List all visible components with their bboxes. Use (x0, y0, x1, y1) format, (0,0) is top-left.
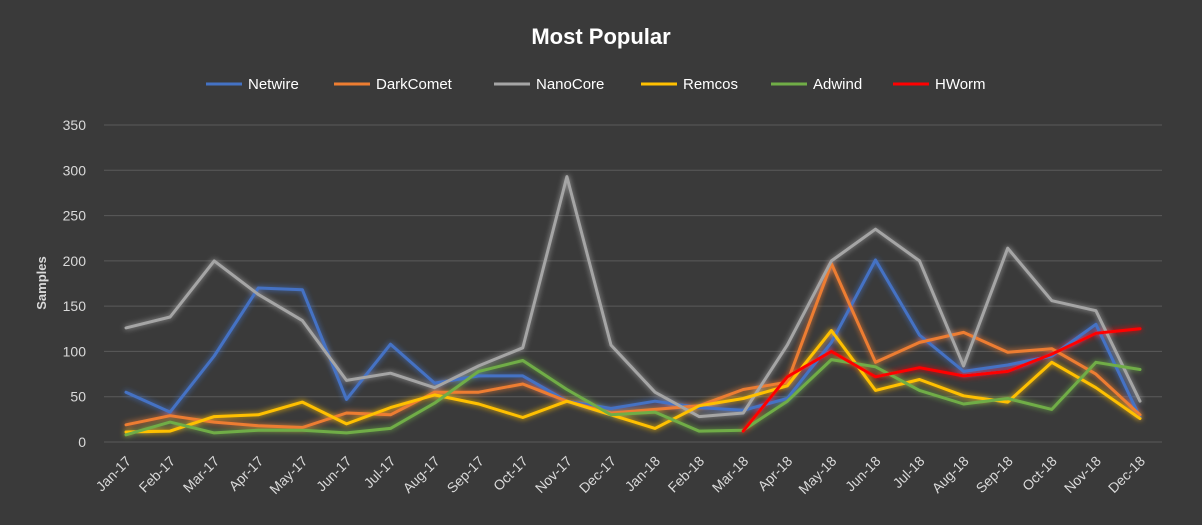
x-tick-label: Oct-17 (490, 453, 531, 494)
y-axis-ticks: 0 50 100 150 200 250 300 350 (63, 117, 87, 450)
x-tick-label: May-17 (266, 453, 310, 497)
x-tick-label: May-18 (795, 453, 839, 497)
x-tick-label: Jul-17 (360, 453, 398, 491)
y-tick-label: 250 (63, 208, 87, 224)
series-line-netwire (124, 258, 1142, 419)
series-line-nanocore (124, 175, 1142, 419)
y-axis-title: Samples (34, 256, 49, 309)
x-tick-label: Jul-18 (889, 453, 927, 491)
y-tick-label: 0 (78, 434, 86, 450)
x-tick-label: Dec-17 (576, 453, 619, 496)
legend-label-adwind: Adwind (813, 76, 862, 93)
legend-label-darkcomet: DarkComet (376, 76, 453, 93)
x-tick-label: Jun-17 (313, 453, 355, 495)
legend-label-hworm: HWorm (935, 76, 986, 93)
legend-label-remcos: Remcos (683, 76, 738, 93)
series-line-remcos (124, 329, 1142, 434)
x-tick-label: Aug-17 (400, 453, 443, 496)
x-tick-label: Mar-18 (709, 453, 752, 496)
legend-label-nanocore: NanoCore (536, 76, 604, 93)
x-tick-label: Nov-18 (1061, 453, 1104, 496)
x-tick-label: Apr-18 (754, 453, 795, 494)
y-tick-label: 350 (63, 117, 87, 133)
x-tick-label: Feb-17 (136, 453, 179, 496)
x-tick-label: Feb-18 (665, 453, 708, 496)
series-line-adwind (124, 358, 1142, 437)
gridlines (104, 124, 1162, 443)
series-line-darkcomet (124, 262, 1142, 429)
y-tick-label: 300 (63, 162, 87, 178)
legend-label-netwire: Netwire (248, 76, 299, 93)
x-tick-label: Jan-17 (93, 453, 135, 495)
x-tick-label: Sep-18 (973, 453, 1016, 496)
x-tick-label: Nov-17 (532, 453, 575, 496)
x-tick-label: Jun-18 (842, 453, 884, 495)
y-tick-label: 50 (70, 389, 86, 405)
y-tick-label: 100 (63, 343, 87, 359)
x-tick-label: Aug-18 (929, 453, 972, 496)
y-tick-label: 200 (63, 253, 87, 269)
x-axis-ticks: Jan-17 Feb-17 Mar-17 Apr-17 May-17 Jun-17 Jul-… (93, 453, 1149, 497)
series-lines (124, 175, 1142, 437)
series-line-hworm (741, 327, 1142, 433)
chart-title: Most Popular (531, 24, 671, 49)
y-tick-label: 150 (63, 298, 87, 314)
x-tick-label: Mar-17 (180, 453, 223, 496)
x-tick-label: Jan-18 (622, 453, 664, 495)
x-tick-label: Dec-18 (1105, 453, 1148, 496)
x-tick-label: Apr-17 (225, 453, 266, 494)
x-tick-label: Sep-17 (444, 453, 487, 496)
x-tick-label: Oct-18 (1019, 453, 1060, 494)
legend: Netwire DarkComet NanoCore Remcos Adwind HWor… (206, 76, 986, 93)
